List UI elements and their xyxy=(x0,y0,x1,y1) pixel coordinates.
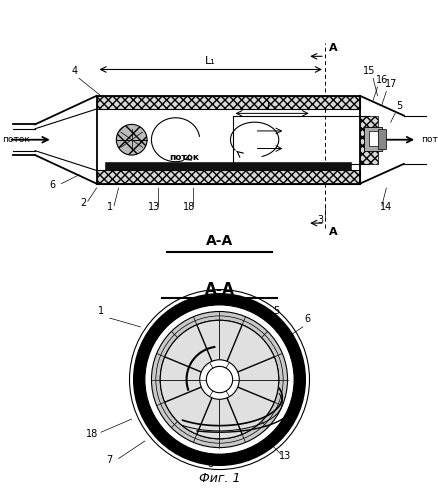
Circle shape xyxy=(206,366,232,393)
Text: 18: 18 xyxy=(182,202,194,212)
Text: А-А: А-А xyxy=(204,282,234,297)
Text: 17: 17 xyxy=(384,79,396,89)
Circle shape xyxy=(160,320,278,439)
Bar xyxy=(377,129,385,149)
Text: А-А: А-А xyxy=(205,234,233,248)
Text: 2: 2 xyxy=(80,198,86,208)
Text: 8: 8 xyxy=(207,460,213,470)
Text: поток: поток xyxy=(420,135,438,144)
Bar xyxy=(96,96,359,184)
Text: 7: 7 xyxy=(106,455,113,465)
Circle shape xyxy=(116,124,147,155)
Text: А: А xyxy=(328,227,337,237)
Circle shape xyxy=(151,311,287,448)
Bar xyxy=(96,96,359,109)
Text: 1: 1 xyxy=(98,306,104,316)
Bar xyxy=(368,131,377,146)
Text: L₁: L₁ xyxy=(205,56,215,66)
Text: 15: 15 xyxy=(362,66,374,76)
Text: 13: 13 xyxy=(279,451,291,461)
Circle shape xyxy=(160,320,278,439)
Text: А: А xyxy=(328,42,337,52)
Text: поток: поток xyxy=(2,135,30,144)
Text: 18: 18 xyxy=(86,429,98,439)
Circle shape xyxy=(199,360,239,399)
Bar xyxy=(359,116,377,164)
Circle shape xyxy=(145,305,293,454)
Text: 13: 13 xyxy=(147,202,159,212)
Text: 1: 1 xyxy=(106,202,113,212)
Text: 14: 14 xyxy=(379,202,392,212)
Text: поток: поток xyxy=(169,153,199,162)
Bar xyxy=(96,171,359,184)
Text: 4: 4 xyxy=(71,66,78,76)
Text: 6: 6 xyxy=(49,180,56,190)
Text: Фиг. 1: Фиг. 1 xyxy=(198,472,240,485)
Bar xyxy=(364,127,381,151)
Circle shape xyxy=(134,294,304,465)
Text: 5: 5 xyxy=(396,101,402,111)
Text: L₂: L₂ xyxy=(267,102,276,112)
Text: 16: 16 xyxy=(375,75,387,85)
Text: 3: 3 xyxy=(317,215,323,225)
Text: 5: 5 xyxy=(273,306,279,316)
Text: 6: 6 xyxy=(304,314,310,324)
Bar xyxy=(105,162,350,171)
